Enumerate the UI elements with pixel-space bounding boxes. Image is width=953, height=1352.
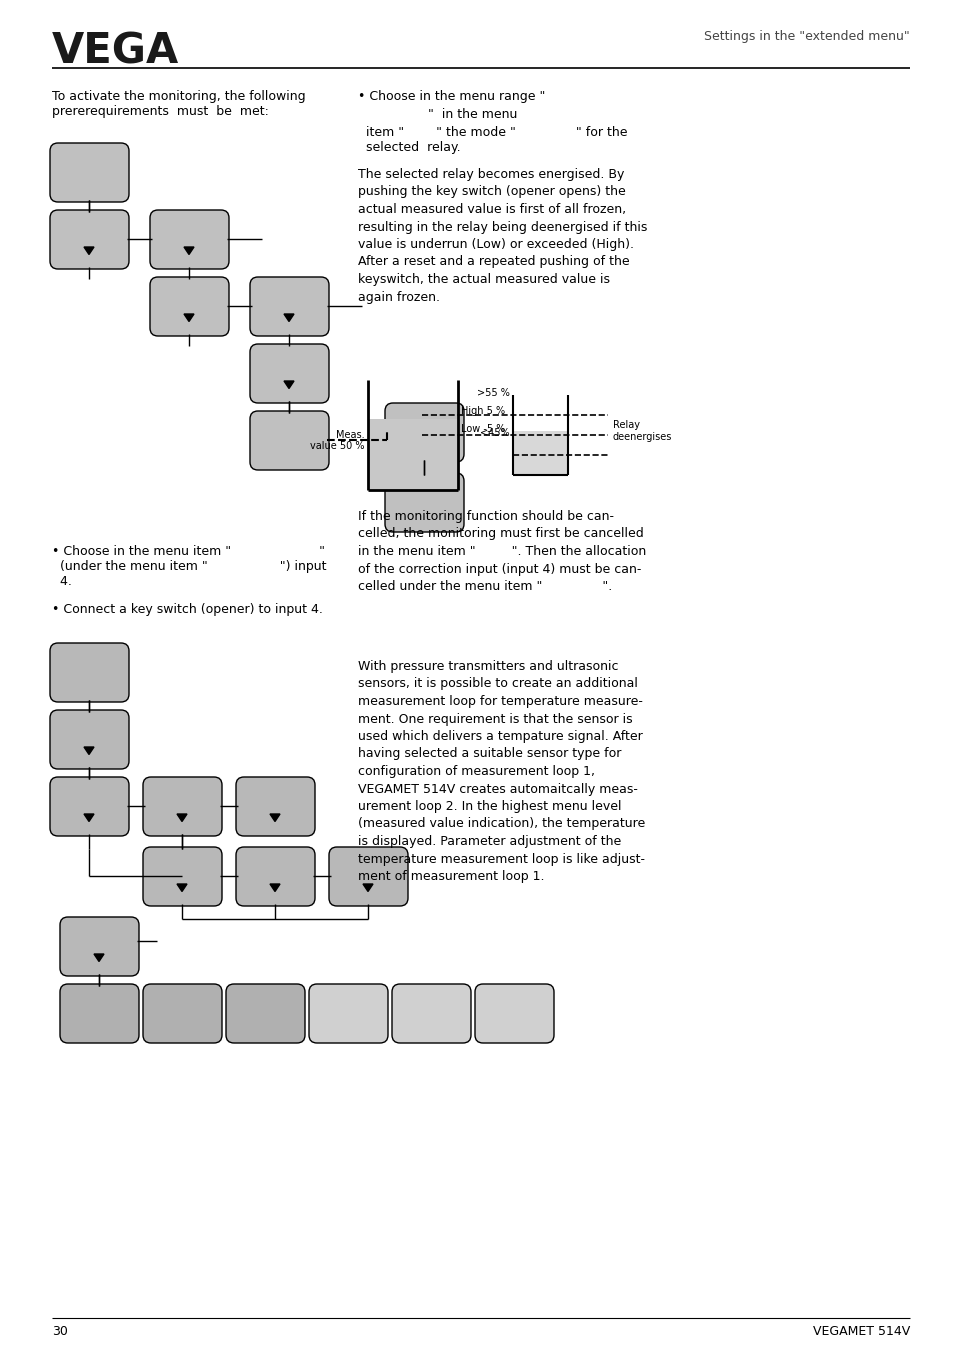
Polygon shape bbox=[418, 439, 429, 448]
Bar bbox=[369, 419, 457, 489]
FancyBboxPatch shape bbox=[392, 984, 471, 1042]
FancyBboxPatch shape bbox=[60, 917, 139, 976]
Text: <45%: <45% bbox=[480, 427, 510, 438]
FancyBboxPatch shape bbox=[250, 411, 329, 470]
FancyBboxPatch shape bbox=[250, 343, 329, 403]
FancyBboxPatch shape bbox=[60, 984, 139, 1042]
Polygon shape bbox=[270, 814, 280, 822]
Text: item "        " the mode "               " for the
  selected  relay.: item " " the mode " " for the selected r… bbox=[357, 126, 627, 154]
Text: VEGA: VEGA bbox=[52, 30, 179, 72]
Polygon shape bbox=[84, 814, 94, 822]
FancyBboxPatch shape bbox=[150, 210, 229, 269]
FancyBboxPatch shape bbox=[235, 777, 314, 836]
Polygon shape bbox=[84, 748, 94, 754]
Text: VEGAMET 514V: VEGAMET 514V bbox=[812, 1325, 909, 1338]
FancyBboxPatch shape bbox=[50, 143, 129, 201]
Text: • Choose in the menu item "                      "
  (under the menu item "     : • Choose in the menu item " " (under the… bbox=[52, 545, 326, 588]
Text: >55 %: >55 % bbox=[476, 388, 510, 399]
Text: • Connect a key switch (opener) to input 4.: • Connect a key switch (opener) to input… bbox=[52, 603, 322, 617]
FancyBboxPatch shape bbox=[385, 403, 463, 462]
Text: If the monitoring function should be can-
celled, the monitoring must first be c: If the monitoring function should be can… bbox=[357, 510, 645, 594]
Polygon shape bbox=[84, 247, 94, 254]
FancyBboxPatch shape bbox=[226, 984, 305, 1042]
FancyBboxPatch shape bbox=[475, 984, 554, 1042]
FancyBboxPatch shape bbox=[50, 710, 129, 769]
FancyBboxPatch shape bbox=[50, 210, 129, 269]
FancyBboxPatch shape bbox=[143, 846, 222, 906]
Polygon shape bbox=[363, 884, 373, 891]
Text: "  in the menu: " in the menu bbox=[428, 108, 517, 120]
Polygon shape bbox=[284, 381, 294, 388]
Text: Settings in the "extended menu": Settings in the "extended menu" bbox=[703, 30, 909, 43]
Text: To activate the monitoring, the following
prererequirements  must  be  met:: To activate the monitoring, the followin… bbox=[52, 91, 305, 118]
Polygon shape bbox=[270, 884, 280, 891]
Bar bbox=[514, 431, 567, 475]
Polygon shape bbox=[177, 884, 187, 891]
FancyBboxPatch shape bbox=[385, 473, 463, 531]
Text: Meas.
value 50 %: Meas. value 50 % bbox=[310, 430, 365, 452]
FancyBboxPatch shape bbox=[143, 984, 222, 1042]
Text: With pressure transmitters and ultrasonic
sensors, it is possible to create an a: With pressure transmitters and ultrasoni… bbox=[357, 660, 644, 883]
FancyBboxPatch shape bbox=[143, 777, 222, 836]
FancyBboxPatch shape bbox=[250, 277, 329, 337]
FancyBboxPatch shape bbox=[309, 984, 388, 1042]
FancyBboxPatch shape bbox=[329, 846, 408, 906]
Text: 30: 30 bbox=[52, 1325, 68, 1338]
Text: Low -5 %: Low -5 % bbox=[460, 425, 505, 434]
Text: The selected relay becomes energised. By
pushing the key switch (opener opens) t: The selected relay becomes energised. By… bbox=[357, 168, 647, 303]
FancyBboxPatch shape bbox=[50, 777, 129, 836]
Polygon shape bbox=[284, 314, 294, 322]
Polygon shape bbox=[184, 247, 193, 254]
Text: • Choose in the menu range ": • Choose in the menu range " bbox=[357, 91, 545, 103]
FancyBboxPatch shape bbox=[50, 644, 129, 702]
FancyBboxPatch shape bbox=[150, 277, 229, 337]
Text: Relay
deenergises: Relay deenergises bbox=[613, 420, 672, 442]
Polygon shape bbox=[184, 314, 193, 322]
Polygon shape bbox=[177, 814, 187, 822]
Polygon shape bbox=[94, 955, 104, 961]
FancyBboxPatch shape bbox=[235, 846, 314, 906]
Text: High 5 %: High 5 % bbox=[460, 406, 504, 416]
